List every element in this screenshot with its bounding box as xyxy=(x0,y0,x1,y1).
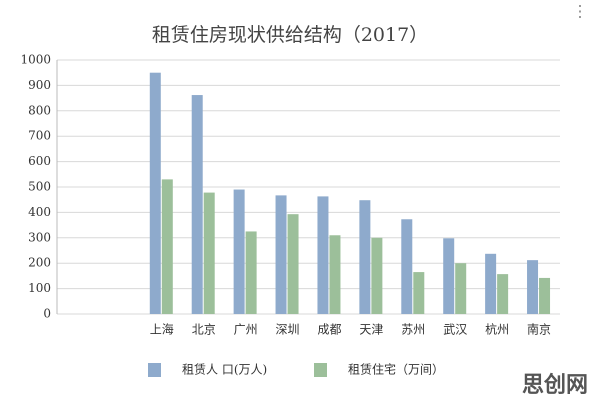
legend-label: 租赁住宅（万间） xyxy=(348,362,444,377)
bar xyxy=(413,272,425,314)
bar xyxy=(485,253,497,314)
y-tick-label: 1000 xyxy=(20,53,51,67)
legend-swatch xyxy=(314,363,327,377)
legend-label: 租赁人 口(万人) xyxy=(182,363,267,377)
x-tick-label: 北京 xyxy=(192,323,216,337)
y-tick-label: 800 xyxy=(28,103,51,117)
bar xyxy=(539,277,551,314)
bar xyxy=(329,235,341,314)
bar xyxy=(161,179,173,314)
bar xyxy=(527,260,539,314)
x-tick-label: 杭州 xyxy=(485,322,509,337)
y-tick-label: 900 xyxy=(28,78,51,92)
x-tick-label: 上海 xyxy=(150,322,174,337)
bar xyxy=(371,237,383,314)
bar xyxy=(443,238,455,314)
y-tick-label: 100 xyxy=(28,281,51,295)
bar xyxy=(203,192,215,314)
y-tick-label: 500 xyxy=(28,180,51,194)
bar xyxy=(149,72,161,314)
y-tick-label: 700 xyxy=(28,129,51,143)
legend-swatch xyxy=(148,363,161,377)
y-tick-label: 600 xyxy=(28,154,51,168)
bar xyxy=(245,231,257,314)
y-tick-label: 200 xyxy=(28,256,51,270)
bar xyxy=(455,263,467,314)
bar xyxy=(191,95,203,314)
menu-icon[interactable]: ⋮ xyxy=(572,2,588,21)
x-tick-label: 深圳 xyxy=(276,323,300,337)
x-tick-label: 成都 xyxy=(317,323,341,337)
y-tick-label: 400 xyxy=(28,205,51,219)
x-tick-label: 苏州 xyxy=(401,323,425,337)
x-tick-label: 广州 xyxy=(234,323,258,337)
y-tick-label: 0 xyxy=(43,307,51,321)
x-tick-label: 南京 xyxy=(527,322,551,337)
bar xyxy=(497,274,509,314)
bar xyxy=(233,189,245,314)
bar xyxy=(401,219,413,314)
bar xyxy=(317,196,329,314)
watermark: 思创网 xyxy=(522,373,588,398)
bar xyxy=(359,200,371,314)
bar xyxy=(287,214,299,314)
bar xyxy=(275,195,287,314)
y-tick-label: 300 xyxy=(28,230,51,244)
x-tick-label: 武汉 xyxy=(443,323,467,337)
chart-title: 租赁住房现状供给结构（2017） xyxy=(152,24,428,46)
x-tick-label: 天津 xyxy=(359,323,383,337)
